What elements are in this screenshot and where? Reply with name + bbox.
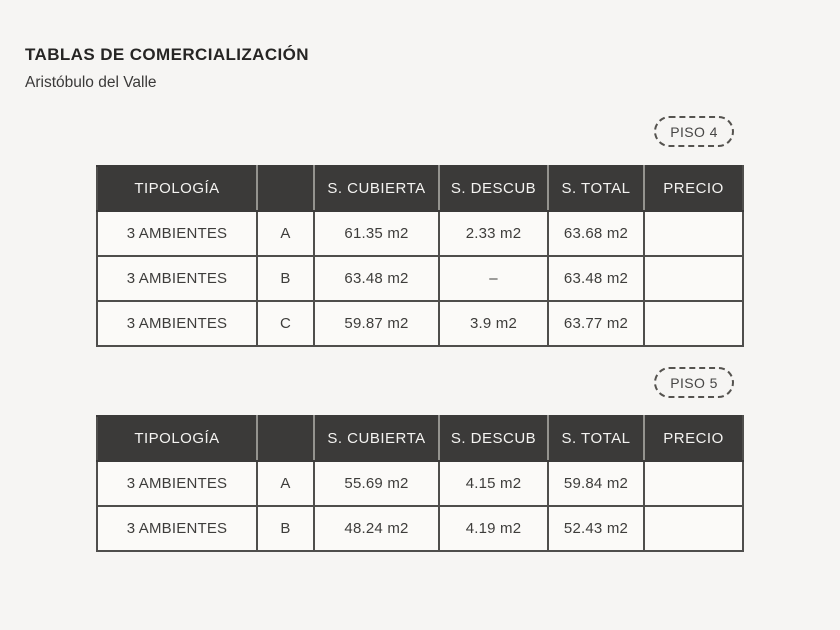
cell-unit-letter: A: [256, 460, 315, 507]
table-header-row: TIPOLOGÍA S. CUBIERTA S. DESCUB S. TOTAL…: [96, 415, 744, 462]
cell-s-descub: 3.9 m2: [438, 300, 549, 347]
piso-5-table: TIPOLOGÍA S. CUBIERTA S. DESCUB S. TOTAL…: [96, 415, 744, 552]
cell-unit-letter: B: [256, 505, 315, 552]
cell-precio: [643, 255, 744, 302]
cell-s-descub: 4.15 m2: [438, 460, 549, 507]
cell-precio: [643, 210, 744, 257]
column-header-s-cubierta: S. CUBIERTA: [313, 415, 440, 462]
column-header-tipologia: TIPOLOGÍA: [96, 415, 258, 462]
page-title: TABLAS DE COMERCIALIZACIÓN: [25, 45, 309, 64]
cell-s-cubierta: 59.87 m2: [313, 300, 440, 347]
table-row: 3 AMBIENTES B 63.48 m2 – 63.48 m2: [96, 255, 744, 302]
floor-badge-piso-5: PISO 5: [654, 367, 734, 398]
floor-badge-label: PISO 5: [670, 374, 718, 391]
table-row: 3 AMBIENTES A 55.69 m2 4.15 m2 59.84 m2: [96, 460, 744, 507]
table-header-row: TIPOLOGÍA S. CUBIERTA S. DESCUB S. TOTAL…: [96, 165, 744, 212]
table-row: 3 AMBIENTES A 61.35 m2 2.33 m2 63.68 m2: [96, 210, 744, 257]
cell-unit-letter: C: [256, 300, 315, 347]
cell-s-total: 52.43 m2: [547, 505, 645, 552]
floor-badge-label: PISO 4: [670, 123, 718, 140]
cell-precio: [643, 300, 744, 347]
column-header-precio: PRECIO: [643, 415, 744, 462]
cell-tipologia: 3 AMBIENTES: [96, 255, 258, 302]
column-header-s-cubierta: S. CUBIERTA: [313, 165, 440, 212]
cell-precio: [643, 505, 744, 552]
cell-s-total: 63.77 m2: [547, 300, 645, 347]
cell-unit-letter: B: [256, 255, 315, 302]
cell-tipologia: 3 AMBIENTES: [96, 300, 258, 347]
column-header-precio: PRECIO: [643, 165, 744, 212]
column-header-tipologia: TIPOLOGÍA: [96, 165, 258, 212]
cell-tipologia: 3 AMBIENTES: [96, 505, 258, 552]
cell-s-cubierta: 48.24 m2: [313, 505, 440, 552]
cell-s-total: 63.48 m2: [547, 255, 645, 302]
cell-s-descub: 2.33 m2: [438, 210, 549, 257]
piso-4-table: TIPOLOGÍA S. CUBIERTA S. DESCUB S. TOTAL…: [96, 165, 744, 347]
cell-tipologia: 3 AMBIENTES: [96, 460, 258, 507]
cell-s-cubierta: 61.35 m2: [313, 210, 440, 257]
column-header-unit-letter: [256, 415, 315, 462]
cell-s-descub: 4.19 m2: [438, 505, 549, 552]
cell-precio: [643, 460, 744, 507]
column-header-s-descub: S. DESCUB: [438, 415, 549, 462]
column-header-s-descub: S. DESCUB: [438, 165, 549, 212]
cell-s-total: 59.84 m2: [547, 460, 645, 507]
cell-s-descub: –: [438, 255, 549, 302]
column-header-s-total: S. TOTAL: [547, 165, 645, 212]
table-row: 3 AMBIENTES B 48.24 m2 4.19 m2 52.43 m2: [96, 505, 744, 552]
cell-s-total: 63.68 m2: [547, 210, 645, 257]
cell-tipologia: 3 AMBIENTES: [96, 210, 258, 257]
column-header-unit-letter: [256, 165, 315, 212]
column-header-s-total: S. TOTAL: [547, 415, 645, 462]
page-subtitle: Aristóbulo del Valle: [25, 74, 157, 91]
cell-s-cubierta: 63.48 m2: [313, 255, 440, 302]
table-row: 3 AMBIENTES C 59.87 m2 3.9 m2 63.77 m2: [96, 300, 744, 347]
cell-unit-letter: A: [256, 210, 315, 257]
floor-badge-piso-4: PISO 4: [654, 116, 734, 147]
cell-s-cubierta: 55.69 m2: [313, 460, 440, 507]
